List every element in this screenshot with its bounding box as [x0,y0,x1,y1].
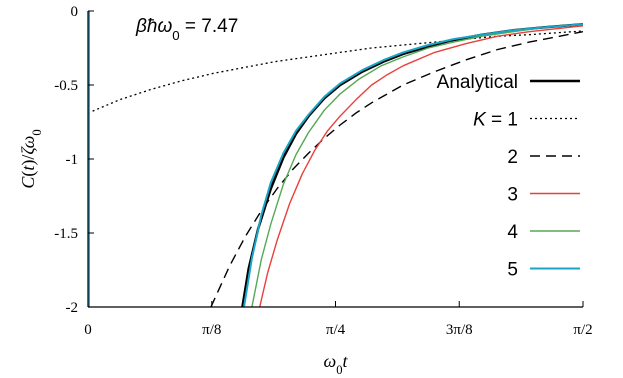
y-axis-label-part: ( [18,171,39,177]
x-tick-label: π/4 [326,322,346,338]
legend-label: 3 [507,185,518,206]
y-axis-label: C(t)/ζω0 [18,129,44,188]
chart-annotation-part: β [135,16,147,37]
y-tick-label: -1 [66,152,79,168]
legend-label-part: K [473,110,487,131]
legend-label: K = 1 [473,110,518,131]
x-axis-label-part: t [343,351,349,371]
y-axis-label-part: C [18,176,38,189]
chart-annotation: βħω0 = 7.47 [135,16,238,43]
x-tick-label: 3π/8 [446,322,473,338]
x-tick-label: π/2 [573,322,592,338]
series-line-6 [243,23,583,307]
legend-label-part: = 1 [486,110,518,131]
legend-label: 2 [507,147,518,168]
y-axis-label-part: )/ [18,155,39,166]
y-tick-label: -2 [66,300,79,316]
chart-annotation-part: = 7.47 [180,16,239,37]
y-tick-label: -1.5 [54,226,78,242]
chart-annotation-part: ω [157,16,172,37]
legend-label: 4 [507,222,518,243]
legend-label: 5 [507,260,518,281]
y-axis-label-part: 0 [30,129,44,135]
legend-label: Analytical [437,72,518,93]
y-tick-label: -0.5 [54,78,78,94]
series-line-2 [88,30,583,114]
y-tick-label: 0 [71,4,79,20]
series-line-5 [251,23,583,307]
x-axis-label-part: 0 [336,363,342,377]
x-axis-label-part: ω [323,351,336,371]
x-tick-label: 0 [84,322,92,338]
series-line-4 [259,25,583,307]
series-line-1 [241,23,583,307]
x-tick-label: π/8 [202,322,221,338]
chart-annotation-part: 0 [172,28,179,43]
y-axis-label-part: t [18,165,38,171]
chart-axes: 0 π/8 π/4 3π/8 π/2 0 -0.5 -1 -1.5 -2 [54,4,592,338]
series-line-3 [210,31,583,307]
y-axis-label-part: ζω [18,136,38,155]
chart-legend: Analytical K = 1 2 3 4 5 [437,72,580,281]
chart-annotation-part: ħ [147,16,158,37]
x-axis-label: ω0t [323,351,348,377]
